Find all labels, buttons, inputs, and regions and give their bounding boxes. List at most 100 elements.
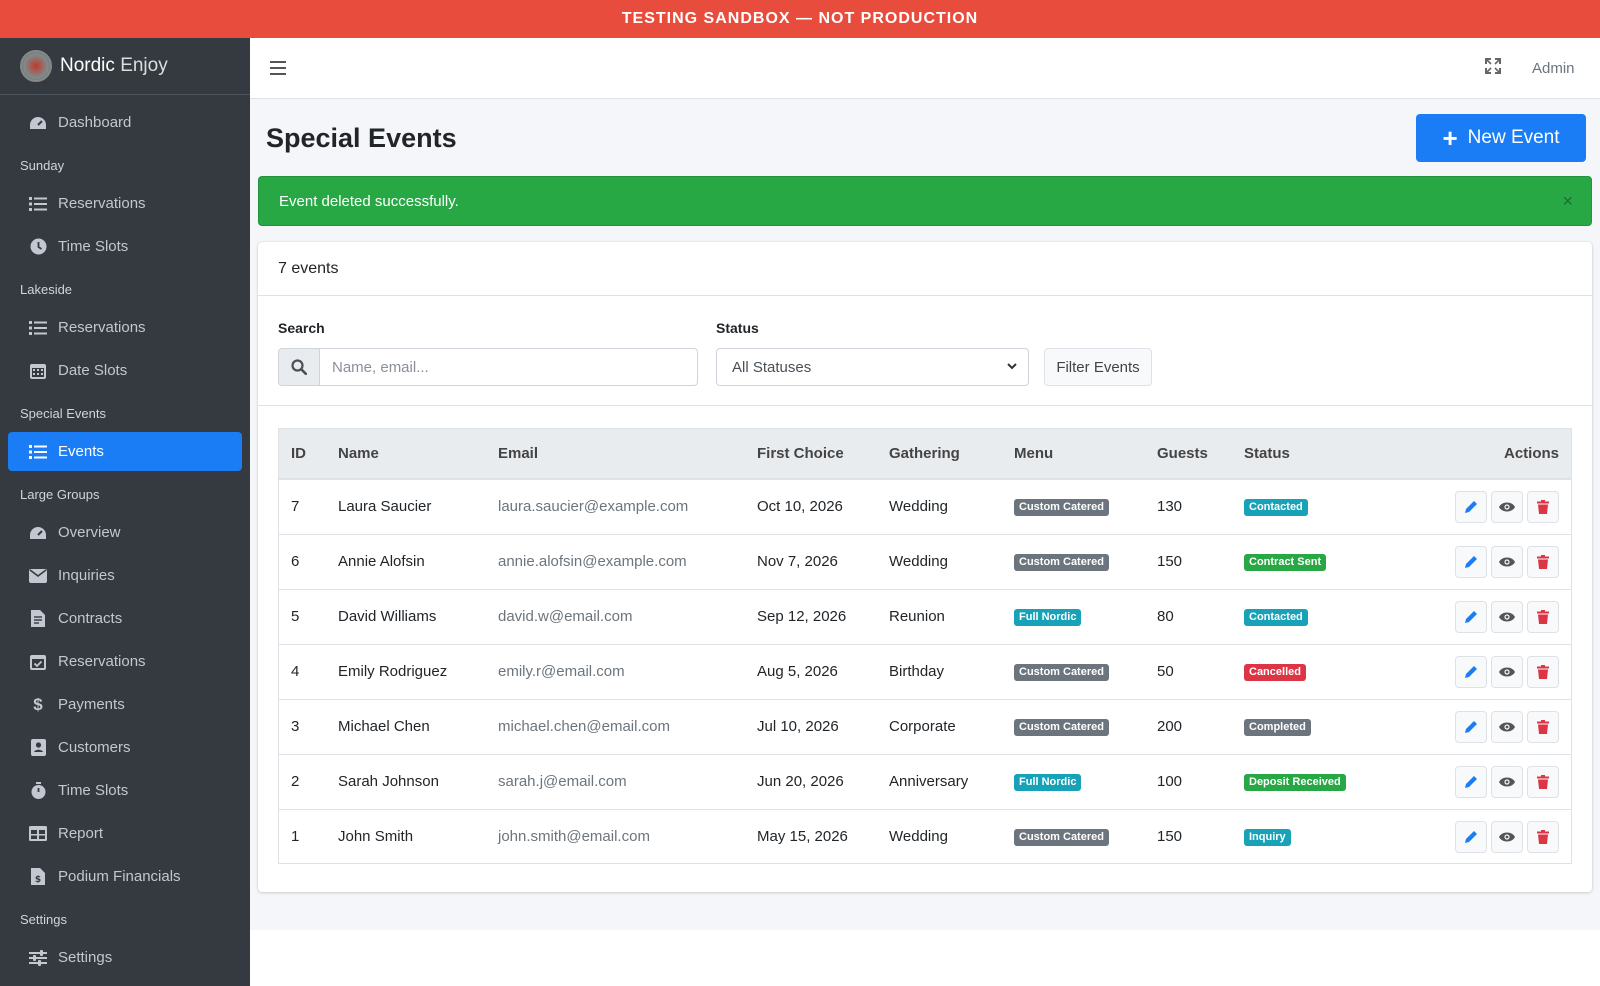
search-input[interactable] [320, 348, 698, 386]
delete-button[interactable] [1527, 545, 1559, 578]
cell-name: Sarah Johnson [326, 753, 486, 809]
trash-icon [1537, 774, 1549, 789]
menu-toggle-icon[interactable] [270, 58, 286, 81]
view-button[interactable] [1491, 545, 1523, 578]
delete-button[interactable] [1527, 655, 1559, 688]
events-table-wrapper: ID Name Email First Choice Gathering Men… [278, 428, 1572, 864]
cell-menu: Custom Catered [1002, 808, 1145, 864]
cell-status: Contacted [1232, 588, 1402, 644]
envelope-icon [28, 566, 48, 586]
sidebar-item-payments[interactable]: $ Payments [8, 685, 242, 724]
sidebar-item-large-group-reservations[interactable]: Reservations [8, 642, 242, 681]
cell-status: Inquiry [1232, 808, 1402, 864]
cell-guests: 150 [1145, 533, 1232, 589]
user-menu[interactable]: Admin [1532, 60, 1575, 77]
view-button[interactable] [1491, 655, 1523, 688]
cell-actions [1402, 643, 1571, 699]
sidebar-item-sunday-time-slots[interactable]: Time Slots [8, 227, 242, 266]
cell-first-choice: Jun 20, 2026 [745, 753, 877, 809]
delete-button[interactable] [1527, 490, 1559, 523]
search-group [278, 348, 698, 386]
cell-first-choice: Aug 5, 2026 [745, 643, 877, 699]
cell-gathering: Birthday [877, 643, 1002, 699]
brand-suffix: Enjoy [120, 55, 168, 76]
pencil-icon [1465, 830, 1477, 843]
cell-status: Contacted [1232, 478, 1402, 534]
sidebar-item-overview[interactable]: Overview [8, 513, 242, 552]
cell-name: John Smith [326, 808, 486, 864]
trash-icon [1537, 829, 1549, 844]
cell-name: David Williams [326, 588, 486, 644]
col-header-email[interactable]: Email [486, 429, 745, 480]
edit-button[interactable] [1455, 655, 1487, 688]
cell-guests: 50 [1145, 643, 1232, 699]
cell-actions [1402, 753, 1571, 809]
eye-icon [1499, 832, 1515, 842]
fullscreen-icon[interactable] [1485, 58, 1501, 79]
tachometer-icon [28, 113, 48, 133]
filter-events-button[interactable]: Filter Events [1044, 348, 1152, 386]
delete-button[interactable] [1527, 600, 1559, 633]
col-header-menu[interactable]: Menu [1002, 429, 1145, 480]
view-button[interactable] [1491, 490, 1523, 523]
sidebar-item-label: Report [58, 825, 104, 842]
col-header-name[interactable]: Name [326, 429, 486, 480]
main-content: Special Events + New Event Event deleted … [250, 99, 1600, 930]
col-header-guests[interactable]: Guests [1145, 429, 1232, 480]
view-button[interactable] [1491, 820, 1523, 853]
view-button[interactable] [1491, 710, 1523, 743]
sidebar-item-label: Date Slots [58, 362, 128, 379]
eye-icon [1499, 667, 1515, 676]
view-button[interactable] [1491, 600, 1523, 633]
edit-button[interactable] [1455, 820, 1487, 853]
sidebar-item-customers[interactable]: Customers [8, 728, 242, 767]
svg-text:$: $ [35, 875, 41, 885]
edit-button[interactable] [1455, 490, 1487, 523]
cell-name: Annie Alofsin [326, 533, 486, 589]
cell-name: Emily Rodriguez [326, 643, 486, 699]
sidebar-item-lakeside-date-slots[interactable]: Date Slots [8, 351, 242, 390]
status-select[interactable]: All Statuses [716, 348, 1029, 386]
edit-button[interactable] [1455, 710, 1487, 743]
col-header-gathering[interactable]: Gathering [877, 429, 1002, 480]
cell-gathering: Corporate [877, 698, 1002, 754]
pencil-icon [1465, 610, 1477, 623]
new-event-button[interactable]: + New Event [1416, 114, 1586, 162]
sidebar-item-podium-financials[interactable]: $ Podium Financials [8, 857, 242, 896]
col-header-status[interactable]: Status [1232, 429, 1402, 480]
edit-button[interactable] [1455, 600, 1487, 633]
nav-header-label: Large Groups [20, 486, 100, 502]
sidebar: Nordic Enjoy Dashboard Sunday Reservatio… [0, 38, 250, 986]
cell-id: 4 [279, 643, 326, 699]
col-header-first-choice[interactable]: First Choice [745, 429, 877, 480]
cell-menu: Full Nordic [1002, 753, 1145, 809]
sidebar-item-settings[interactable]: Settings [8, 938, 242, 977]
sidebar-item-events[interactable]: Events [8, 432, 242, 471]
pencil-icon [1465, 500, 1477, 513]
sidebar-item-label: Time Slots [58, 238, 129, 255]
sidebar-item-sunday-reservations[interactable]: Reservations [8, 184, 242, 223]
edit-button[interactable] [1455, 765, 1487, 798]
cell-guests: 150 [1145, 808, 1232, 864]
top-navbar: Admin [250, 38, 1600, 99]
eye-icon [1499, 557, 1515, 566]
delete-button[interactable] [1527, 765, 1559, 798]
sidebar-item-dashboard[interactable]: Dashboard [8, 103, 242, 142]
nav-header-sunday: Sunday [0, 146, 250, 184]
sidebar-item-lakeside-reservations[interactable]: Reservations [8, 308, 242, 347]
sidebar-item-contracts[interactable]: Contracts [8, 599, 242, 638]
col-header-id[interactable]: ID [279, 429, 326, 480]
close-icon[interactable]: × [1562, 191, 1573, 211]
edit-button[interactable] [1455, 545, 1487, 578]
delete-button[interactable] [1527, 710, 1559, 743]
delete-button[interactable] [1527, 820, 1559, 853]
menu-badge: Custom Catered [1014, 829, 1109, 847]
view-button[interactable] [1491, 765, 1523, 798]
sidebar-item-inquiries[interactable]: Inquiries [8, 556, 242, 595]
status-badge: Contacted [1244, 609, 1308, 626]
cell-status: Deposit Received [1232, 753, 1402, 809]
sidebar-item-report[interactable]: Report [8, 814, 242, 853]
cell-first-choice: Jul 10, 2026 [745, 698, 877, 754]
sidebar-item-large-group-time-slots[interactable]: Time Slots [8, 771, 242, 810]
brand-link[interactable]: Nordic Enjoy [0, 38, 250, 95]
